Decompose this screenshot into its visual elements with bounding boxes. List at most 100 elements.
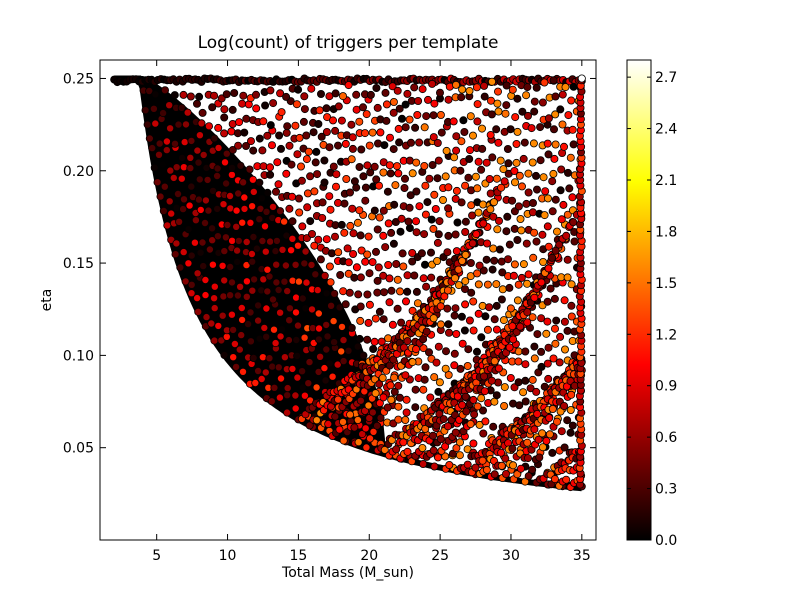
scatter-point [408,257,417,266]
scatter-point [218,311,227,320]
scatter-point [530,228,539,237]
scatter-point [255,178,264,187]
scatter-point [360,129,369,138]
scatter-point [494,107,503,116]
scatter-point [455,438,464,447]
scatter-point [524,454,533,463]
scatter-point [472,83,481,92]
scatter-point [239,91,248,100]
scatter-point [490,357,499,366]
scatter-point [436,302,445,311]
scatter-point [302,131,311,140]
scatter-point [285,141,294,150]
scatter-point [322,235,331,244]
scatter-point [519,154,528,163]
scatter-point [471,463,480,472]
scatter-point [466,112,475,121]
scatter-point [145,134,154,143]
scatter-point [374,263,383,272]
scatter-point [268,202,277,211]
scatter-point [408,306,417,315]
scatter-point [302,278,311,287]
scatter-point [411,385,420,394]
scatter-point [467,288,476,297]
scatter-point [516,464,525,473]
scatter-point [385,133,394,142]
scatter-point [339,357,348,366]
scatter-point [340,228,349,237]
scatter-point [483,280,492,289]
scatter-point [362,110,371,119]
scatter-point [532,83,541,92]
scatter-point [450,274,459,283]
scatter-point [268,295,277,304]
scatter-point [227,127,236,136]
scatter-point [298,222,307,231]
scatter-point [322,289,331,298]
scatter-point [375,380,384,389]
scatter-point [368,258,377,267]
scatter-point [227,310,236,319]
scatter-point [457,312,466,321]
scatter-point [452,146,461,155]
scatter-point [504,159,513,168]
scatter-point [536,156,545,165]
scatter-point [266,86,275,95]
scatter-point [305,421,314,430]
scatter-point [516,322,525,331]
scatter-point [434,230,443,239]
scatter-point [384,219,393,228]
scatter-point [479,429,488,438]
scatter-point [240,204,249,213]
scatter-point [434,156,443,165]
scatter-point [541,187,550,196]
scatter-point [378,373,387,382]
scatter-point [421,181,430,190]
scatter-point [494,138,503,147]
scatter-point [297,176,306,185]
scatter-point [326,205,335,214]
scatter-point [513,94,522,103]
scatter-point [304,147,313,156]
scatter-point [543,317,552,326]
scatter-point [156,192,165,201]
scatter-point [325,359,334,368]
scatter-point [323,113,332,122]
scatter-point [524,111,533,120]
scatter-point [321,376,330,385]
scatter-point [457,93,466,102]
scatter-point [556,332,565,341]
scatter-point [331,89,340,98]
scatter-point [283,287,292,296]
scatter-point [153,178,162,187]
scatter-point [426,393,435,402]
scatter-point [230,89,239,98]
scatter-point [469,439,478,448]
scatter-point [509,271,518,280]
scatter-point [419,344,428,353]
scatter-point [562,475,571,484]
scatter-point [280,353,289,362]
scatter-point [545,430,554,439]
colorbar-tick-label: 2.1 [655,173,677,189]
scatter-point [567,301,576,310]
scatter-point [465,146,474,155]
x-tick-label: 25 [431,548,449,564]
scatter-point [301,247,310,256]
scatter-point [201,291,210,300]
scatter-point [560,296,569,305]
scatter-point [563,255,572,264]
scatter-point [320,156,329,165]
scatter-point [493,99,502,108]
scatter-point [356,316,365,325]
scatter-point [283,384,292,393]
scatter-point [246,337,255,346]
scatter-point [249,232,258,241]
scatter-point [317,132,326,141]
scatter-point [331,412,340,421]
scatter-point [288,192,297,201]
scatter-point [380,445,389,454]
scatter-point [323,332,332,341]
y-axis-label: eta [39,289,55,312]
scatter-point [510,166,519,175]
